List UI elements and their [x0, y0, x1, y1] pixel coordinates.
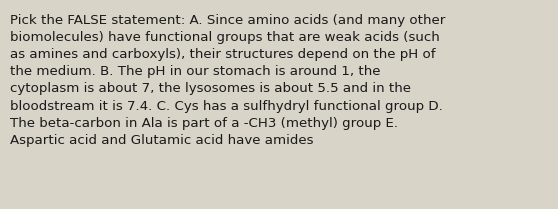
Text: Pick the FALSE statement: A. Since amino acids (and many other
biomolecules) hav: Pick the FALSE statement: A. Since amino… [10, 14, 445, 147]
